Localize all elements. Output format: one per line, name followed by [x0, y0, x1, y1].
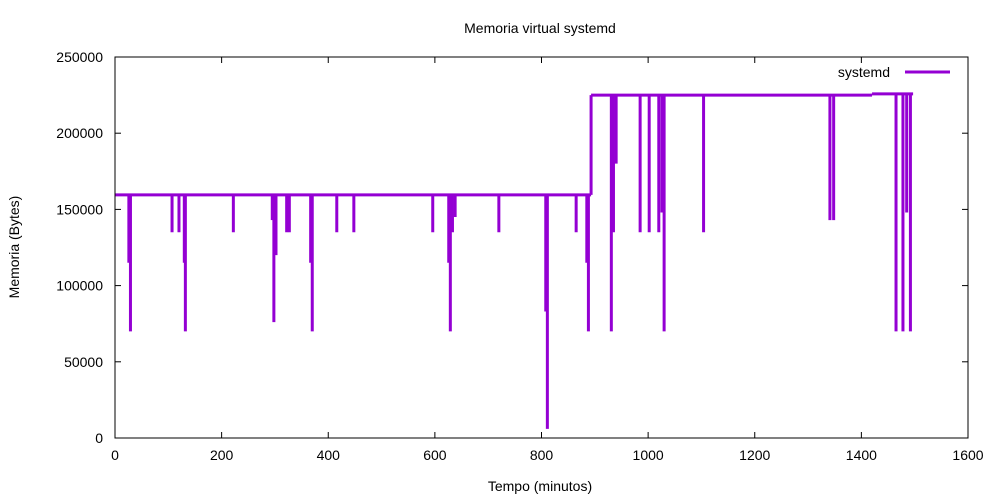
x-tick-label: 200 — [210, 447, 234, 463]
data-series — [115, 92, 914, 429]
y-tick-label: 250000 — [56, 49, 103, 65]
axis-ticks: 0 200 400 600 800 1000 1200 1400 1600 0 50000 10000… — [56, 49, 983, 463]
x-tick-label: 1600 — [952, 447, 983, 463]
x-axis-label: Tempo (minutos) — [488, 478, 592, 494]
plot-frame — [114, 56, 969, 439]
y-tick-label: 50000 — [64, 354, 103, 370]
chart-title: Memoria virtual systemd — [464, 20, 616, 36]
legend: systemd — [838, 64, 950, 80]
y-tick-label: 200000 — [56, 125, 103, 141]
x-tick-label: 400 — [317, 447, 341, 463]
y-axis-label: Memoria (Bytes) — [6, 196, 22, 299]
x-tick-label: 1400 — [846, 447, 877, 463]
y-tick-label: 100000 — [56, 278, 103, 294]
x-tick-label: 600 — [423, 447, 447, 463]
x-tick-label: 1200 — [739, 447, 770, 463]
legend-label-systemd: systemd — [838, 64, 890, 80]
x-tick-label: 1000 — [633, 447, 664, 463]
y-tick-label: 150000 — [56, 201, 103, 217]
x-tick-label: 800 — [530, 447, 554, 463]
x-tick-label: 0 — [111, 447, 119, 463]
y-tick-label: 0 — [95, 430, 103, 446]
